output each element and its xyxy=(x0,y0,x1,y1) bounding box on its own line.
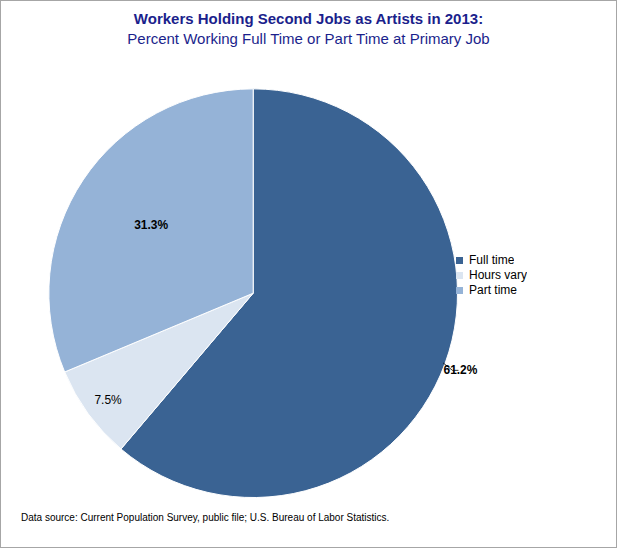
html-text:Workers Holding Second Jobs as: Workers Holding Second Jobs as Artists i… xyxy=(133,10,484,27)
html-text:Hours vary: Hours vary xyxy=(469,268,527,282)
html-text:Part time: Part time xyxy=(469,283,517,297)
svg-text:31.3%: 31.3% xyxy=(134,218,168,232)
html-text:Data source: Current Populatio: Data source: Current Population Survey, … xyxy=(21,512,390,523)
svg-text:7.5%: 7.5% xyxy=(94,393,122,407)
html-text:Full time: Full time xyxy=(469,253,515,267)
html-text:Percent Working Full Time or P: Percent Working Full Time or Part Time a… xyxy=(127,30,490,47)
svg-text:61.2%: 61.2% xyxy=(444,363,478,377)
